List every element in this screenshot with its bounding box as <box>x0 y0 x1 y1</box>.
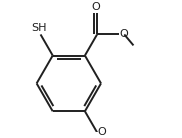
Text: O: O <box>98 127 106 137</box>
Text: SH: SH <box>31 23 47 33</box>
Text: O: O <box>120 29 128 39</box>
Text: O: O <box>91 2 100 12</box>
